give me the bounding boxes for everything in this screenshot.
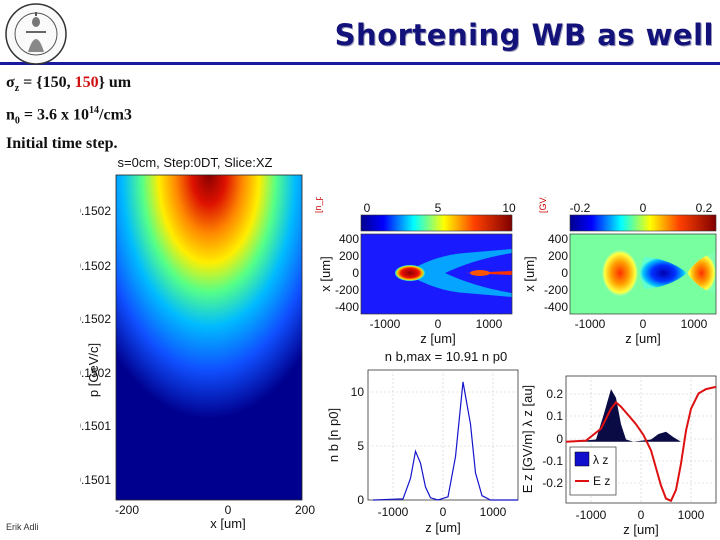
ps-ytick-2: 0.1502 bbox=[80, 312, 111, 326]
density-ytick-3: -200 bbox=[335, 283, 359, 297]
profile-ylabel: n b [n p0] bbox=[326, 408, 341, 462]
profile-series-line bbox=[372, 381, 518, 501]
parameter-list: σz = {150, 150} um n0 = 3.6 x 1014/cm3 I… bbox=[6, 72, 132, 155]
ps-xtick-1: 0 bbox=[225, 503, 232, 517]
fp-ytick-2: 0 bbox=[556, 432, 563, 446]
density-cbar-tick-2: 10 bbox=[502, 201, 516, 215]
field-map-frame bbox=[569, 233, 717, 315]
ps-ytick-1: 0.1502 bbox=[80, 259, 111, 273]
field-ytick-3: -200 bbox=[544, 283, 568, 297]
profile-xtick-1: 0 bbox=[440, 505, 447, 519]
field-cbar-tick-1: 0 bbox=[640, 201, 647, 215]
ps-ylabel: p [GeV/c] bbox=[86, 343, 101, 397]
density-drive-bunch bbox=[395, 265, 425, 281]
timestep-line: Initial time step. bbox=[6, 134, 118, 152]
legend-lambda-label: λ z bbox=[593, 453, 608, 467]
density-cbar-tick-1: 5 bbox=[435, 201, 442, 215]
field-colorbar-label: [GV/m] bbox=[538, 197, 548, 213]
profile-xtick-2: 1000 bbox=[480, 505, 507, 519]
profile-xlabel: z [um] bbox=[425, 520, 460, 535]
ps-ytick-5: 0.1501 bbox=[80, 473, 111, 487]
field-xlabel: z [um] bbox=[625, 331, 660, 346]
density-cbar-tick-0: 0 bbox=[364, 201, 371, 215]
ps-ytick-3: 0.1502 bbox=[80, 366, 111, 380]
ps-ytick-4: 0.1501 bbox=[80, 419, 111, 433]
field-map-panel: [GV/m] -0.2 0 0.2 400 200 0 -200 -400 -1… bbox=[522, 197, 717, 346]
ez-series-line bbox=[565, 385, 717, 503]
field-xtick-2: 1000 bbox=[681, 317, 708, 331]
phase-space-figure: s=0cm, Step:0DT, Slice:XZ 0.1502 0.1502 … bbox=[80, 155, 315, 530]
field-negative-lobe bbox=[640, 257, 687, 289]
fp-xlabel: z [um] bbox=[623, 522, 658, 537]
density-xtick-0: -1000 bbox=[370, 317, 401, 331]
field-positive-lobe bbox=[602, 250, 638, 296]
density-ytick-4: -400 bbox=[335, 300, 359, 314]
field-cbar-tick-2: 0.2 bbox=[696, 201, 713, 215]
ps-xtick-2: 200 bbox=[295, 503, 315, 517]
density-ytick-2: 0 bbox=[352, 266, 359, 280]
field-trailing-lobe bbox=[687, 253, 716, 293]
profile-ytick-2: 10 bbox=[351, 385, 365, 399]
field-profile-legend: λ z E z bbox=[569, 446, 617, 496]
fp-ytick-1: 0.1 bbox=[546, 409, 563, 423]
legend-lambda-swatch bbox=[574, 451, 590, 467]
beam-density-panel: [n_p0] 0 5 10 400 200 0 -200 -400 -1000 … bbox=[315, 197, 516, 346]
phase-space-title: s=0cm, Step:0DT, Slice:XZ bbox=[118, 155, 273, 170]
footer-author: Erik Adli bbox=[6, 522, 39, 532]
field-ytick-1: 200 bbox=[548, 249, 568, 263]
field-ytick-0: 400 bbox=[548, 232, 568, 246]
legend-ez-label: E z bbox=[593, 474, 610, 488]
field-cbar-tick-0: -0.2 bbox=[570, 201, 591, 215]
university-seal-logo bbox=[5, 3, 67, 65]
fp-ytick-0: 0.2 bbox=[546, 387, 563, 401]
field-ytick-2: 0 bbox=[561, 266, 568, 280]
density-xtick-2: 1000 bbox=[476, 317, 503, 331]
fp-xtick-0: -1000 bbox=[576, 508, 607, 522]
field-xtick-1: 0 bbox=[640, 317, 647, 331]
density-map-frame bbox=[360, 233, 513, 315]
field-xtick-0: -1000 bbox=[575, 317, 606, 331]
density-ytick-0: 400 bbox=[339, 232, 359, 246]
profile-ytick-0: 0 bbox=[357, 493, 364, 507]
profile-xtick-0: -1000 bbox=[378, 505, 409, 519]
fp-ytick-3: -0.1 bbox=[542, 454, 563, 468]
ps-ytick-0: 0.1502 bbox=[80, 204, 111, 218]
field-profile-chart: λ z E z 0.2 0.1 0 -0.1 -0.2 -1000 0 1000… bbox=[520, 375, 717, 537]
fp-xtick-1: 0 bbox=[638, 508, 645, 522]
sigma-line: σz = {150, 150} um bbox=[6, 74, 132, 95]
ps-xtick-0: -200 bbox=[115, 503, 139, 517]
density-ylabel: x [um] bbox=[318, 256, 333, 291]
ps-xlabel: x [um] bbox=[210, 516, 245, 530]
density-wake-sheath bbox=[405, 249, 512, 297]
density-line: n0 = 3.6 x 1014/cm3 bbox=[6, 105, 132, 127]
fp-ylabel: E z [GV/m] λ z [au] bbox=[520, 385, 535, 493]
profile-title: n b,max = 10.91 n p0 bbox=[385, 349, 508, 364]
fp-xtick-2: 1000 bbox=[678, 508, 705, 522]
density-xtick-1: 0 bbox=[435, 317, 442, 331]
slide-title: Shortening WB as well bbox=[334, 18, 714, 52]
field-colorbar bbox=[569, 214, 717, 232]
density-witness-bunch bbox=[470, 270, 490, 276]
density-xlabel: z [um] bbox=[420, 331, 455, 346]
fp-ytick-4: -0.2 bbox=[542, 476, 563, 490]
density-ytick-1: 200 bbox=[339, 249, 359, 263]
density-colorbar-label: [n_p0] bbox=[315, 197, 323, 213]
beam-profile-chart: n b,max = 10.91 n p0 0 5 10 -1000 0 1000… bbox=[326, 349, 519, 535]
density-colorbar bbox=[360, 214, 513, 232]
phase-space-density-map bbox=[116, 175, 302, 500]
phase-space-frame bbox=[115, 174, 303, 501]
field-ylabel: x [um] bbox=[522, 256, 537, 291]
profile-grid bbox=[368, 370, 518, 500]
field-ytick-4: -400 bbox=[544, 300, 568, 314]
profile-ytick-1: 5 bbox=[357, 439, 364, 453]
title-divider bbox=[0, 62, 720, 65]
